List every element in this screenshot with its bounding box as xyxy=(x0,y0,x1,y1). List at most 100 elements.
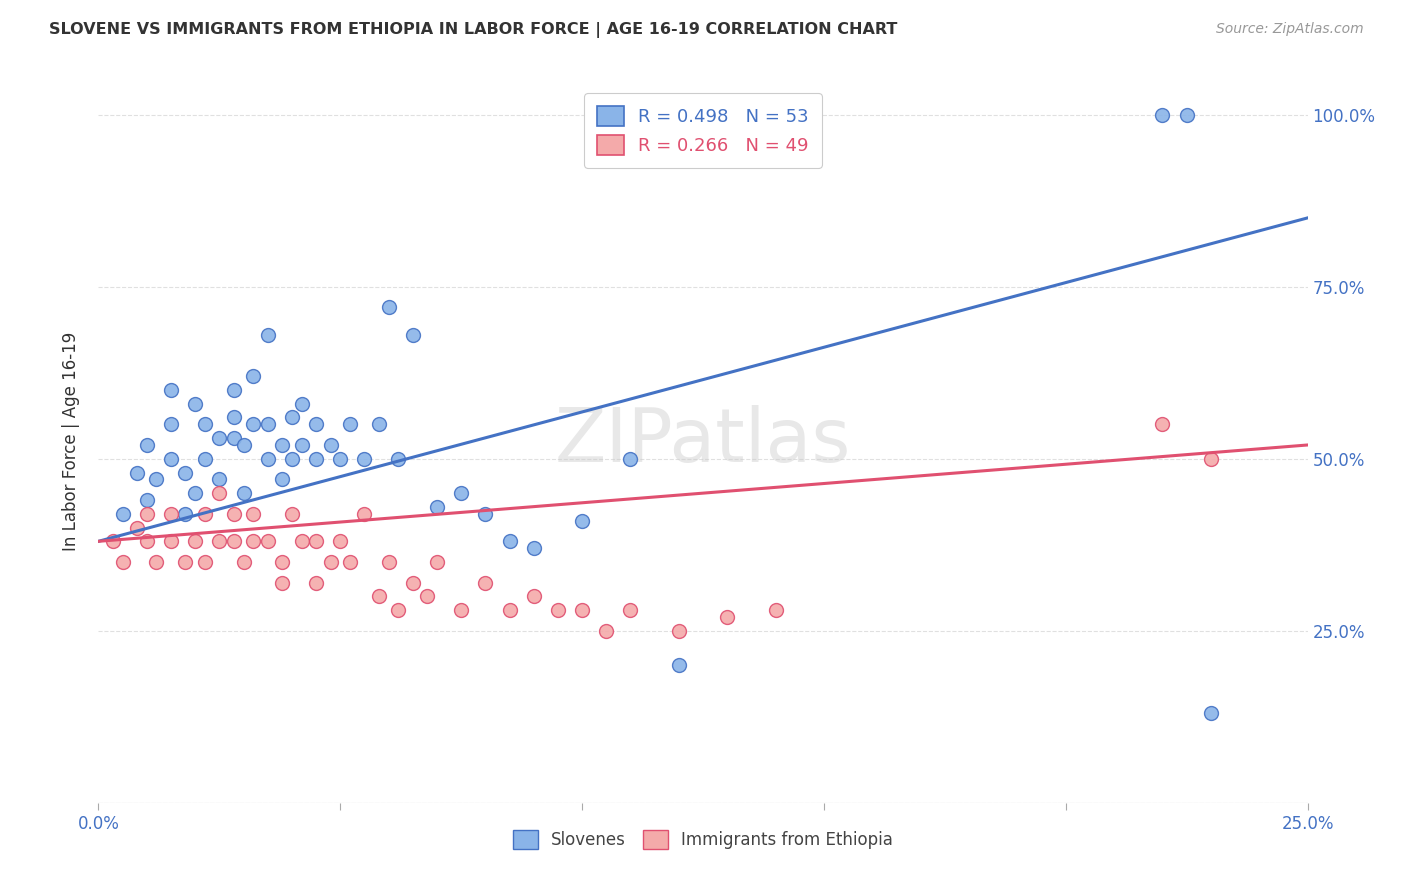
Point xyxy=(426,555,449,569)
Point xyxy=(765,603,787,617)
Point xyxy=(498,534,520,549)
Point xyxy=(208,486,231,500)
Point xyxy=(160,534,183,549)
Point xyxy=(111,507,134,521)
Point xyxy=(135,438,157,452)
Point xyxy=(145,472,167,486)
Point xyxy=(160,383,183,397)
Point xyxy=(329,534,352,549)
Point xyxy=(242,507,264,521)
Point xyxy=(619,603,641,617)
Point xyxy=(305,451,328,466)
Point xyxy=(160,451,183,466)
Point xyxy=(222,383,245,397)
Point xyxy=(426,500,449,514)
Text: ZIPatlas: ZIPatlas xyxy=(555,405,851,478)
Point xyxy=(184,534,207,549)
Point xyxy=(1199,706,1222,721)
Point xyxy=(222,507,245,521)
Point xyxy=(208,534,231,549)
Point xyxy=(160,417,183,432)
Point xyxy=(319,555,342,569)
Point xyxy=(290,534,312,549)
Point xyxy=(222,534,245,549)
Point xyxy=(474,507,496,521)
Point xyxy=(474,575,496,590)
Point xyxy=(402,575,425,590)
Point xyxy=(256,451,278,466)
Point xyxy=(668,624,690,638)
Point xyxy=(242,534,264,549)
Point xyxy=(174,555,197,569)
Point xyxy=(232,486,254,500)
Point xyxy=(416,590,439,604)
Point xyxy=(184,397,207,411)
Legend: Slovenes, Immigrants from Ethiopia: Slovenes, Immigrants from Ethiopia xyxy=(506,823,900,856)
Point xyxy=(387,451,409,466)
Point xyxy=(547,603,569,617)
Point xyxy=(174,507,197,521)
Point xyxy=(319,438,342,452)
Point xyxy=(111,555,134,569)
Point xyxy=(271,472,294,486)
Point xyxy=(1175,108,1198,122)
Point xyxy=(305,575,328,590)
Point xyxy=(523,590,546,604)
Point xyxy=(281,410,304,425)
Point xyxy=(523,541,546,556)
Point xyxy=(160,507,183,521)
Point xyxy=(256,534,278,549)
Point xyxy=(256,417,278,432)
Point xyxy=(716,610,738,624)
Point xyxy=(305,534,328,549)
Point xyxy=(208,431,231,445)
Point xyxy=(135,507,157,521)
Point xyxy=(135,534,157,549)
Point xyxy=(450,603,472,617)
Point xyxy=(571,603,593,617)
Point xyxy=(256,327,278,342)
Point xyxy=(194,555,217,569)
Point xyxy=(290,438,312,452)
Point xyxy=(127,520,149,534)
Point xyxy=(339,417,361,432)
Point xyxy=(232,555,254,569)
Point xyxy=(281,507,304,521)
Point xyxy=(498,603,520,617)
Point xyxy=(222,410,245,425)
Point xyxy=(595,624,617,638)
Text: Source: ZipAtlas.com: Source: ZipAtlas.com xyxy=(1216,22,1364,37)
Point xyxy=(290,397,312,411)
Point xyxy=(194,507,217,521)
Point xyxy=(145,555,167,569)
Point xyxy=(174,466,197,480)
Point xyxy=(305,417,328,432)
Point xyxy=(127,466,149,480)
Point xyxy=(668,658,690,673)
Point xyxy=(101,534,124,549)
Point xyxy=(339,555,361,569)
Point xyxy=(402,327,425,342)
Y-axis label: In Labor Force | Age 16-19: In Labor Force | Age 16-19 xyxy=(62,332,80,551)
Point xyxy=(194,417,217,432)
Point xyxy=(208,472,231,486)
Point xyxy=(377,555,399,569)
Point xyxy=(368,590,391,604)
Point xyxy=(271,575,294,590)
Point xyxy=(222,431,245,445)
Point xyxy=(571,514,593,528)
Point xyxy=(329,451,352,466)
Point xyxy=(387,603,409,617)
Point xyxy=(353,507,375,521)
Point xyxy=(194,451,217,466)
Point xyxy=(242,369,264,384)
Point xyxy=(353,451,375,466)
Point xyxy=(242,417,264,432)
Point xyxy=(232,438,254,452)
Point xyxy=(281,451,304,466)
Point xyxy=(1152,417,1174,432)
Point xyxy=(271,438,294,452)
Point xyxy=(271,555,294,569)
Point xyxy=(1199,451,1222,466)
Point xyxy=(619,451,641,466)
